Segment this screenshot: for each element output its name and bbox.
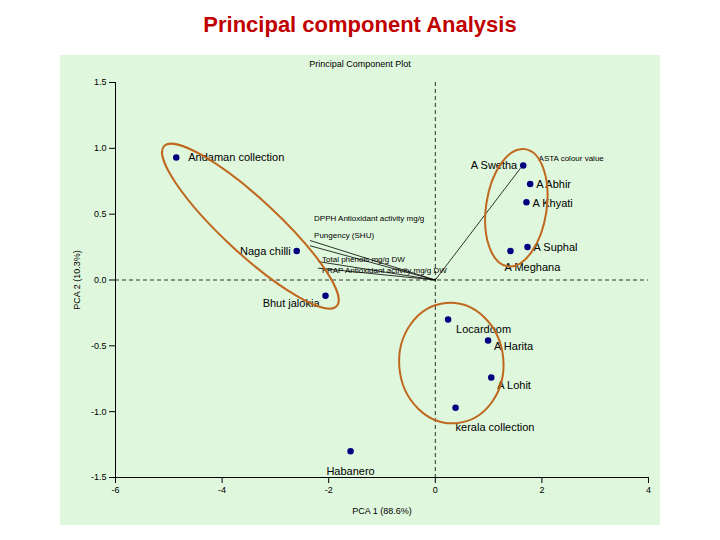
svg-text:-1.5: -1.5: [91, 472, 107, 482]
svg-text:1.0: 1.0: [94, 143, 107, 153]
svg-text:2: 2: [539, 485, 544, 495]
svg-text:Pungency (SHU): Pungency (SHU): [314, 231, 374, 240]
svg-text:0.0: 0.0: [94, 275, 107, 285]
svg-text:FRAP Antioxidant activity mg/g: FRAP Antioxidant activity mg/g DW: [322, 266, 447, 275]
svg-text:A Abhir: A Abhir: [536, 178, 571, 190]
svg-text:-1.0: -1.0: [91, 407, 107, 417]
svg-text:ASTA colour value: ASTA colour value: [539, 154, 605, 163]
svg-text:-4: -4: [218, 485, 226, 495]
svg-text:A Harita: A Harita: [494, 340, 534, 353]
svg-text:kerala collection: kerala collection: [456, 421, 535, 433]
svg-text:Bhut jalokia: Bhut jalokia: [262, 297, 320, 310]
svg-text:0.5: 0.5: [94, 209, 107, 219]
svg-text:PCA 2 (10.3%): PCA 2 (10.3%): [72, 250, 82, 310]
svg-text:A Khyati: A Khyati: [532, 197, 572, 209]
html-text:Principal Component Plot: Principal Component Plot: [309, 59, 411, 69]
svg-text:DPPH Antioxidant activity mg/g: DPPH Antioxidant activity mg/g: [314, 214, 424, 223]
svg-text:-2: -2: [325, 485, 333, 495]
svg-text:PCA 1 (88.6%): PCA 1 (88.6%): [352, 506, 412, 516]
svg-text:Total phenols mg/g DW: Total phenols mg/g DW: [322, 255, 405, 264]
svg-text:Andaman collection: Andaman collection: [188, 151, 284, 163]
svg-text:Locardoom: Locardoom: [456, 323, 511, 335]
svg-text:A Meghana: A Meghana: [504, 260, 561, 273]
svg-text:0: 0: [433, 485, 438, 495]
svg-text:-0.5: -0.5: [91, 341, 107, 351]
svg-text:A Swetha: A Swetha: [471, 159, 518, 171]
svg-text:A Suphal: A Suphal: [534, 241, 578, 253]
svg-text:4: 4: [646, 485, 651, 495]
svg-text:-6: -6: [111, 485, 119, 495]
svg-text:Naga chilli: Naga chilli: [240, 245, 291, 257]
svg-text:Habanero: Habanero: [326, 465, 374, 477]
svg-text:A Lohit: A Lohit: [497, 379, 531, 391]
html-text:Principal component Analysis: Principal component Analysis: [203, 12, 517, 37]
svg-text:1.5: 1.5: [94, 77, 107, 87]
